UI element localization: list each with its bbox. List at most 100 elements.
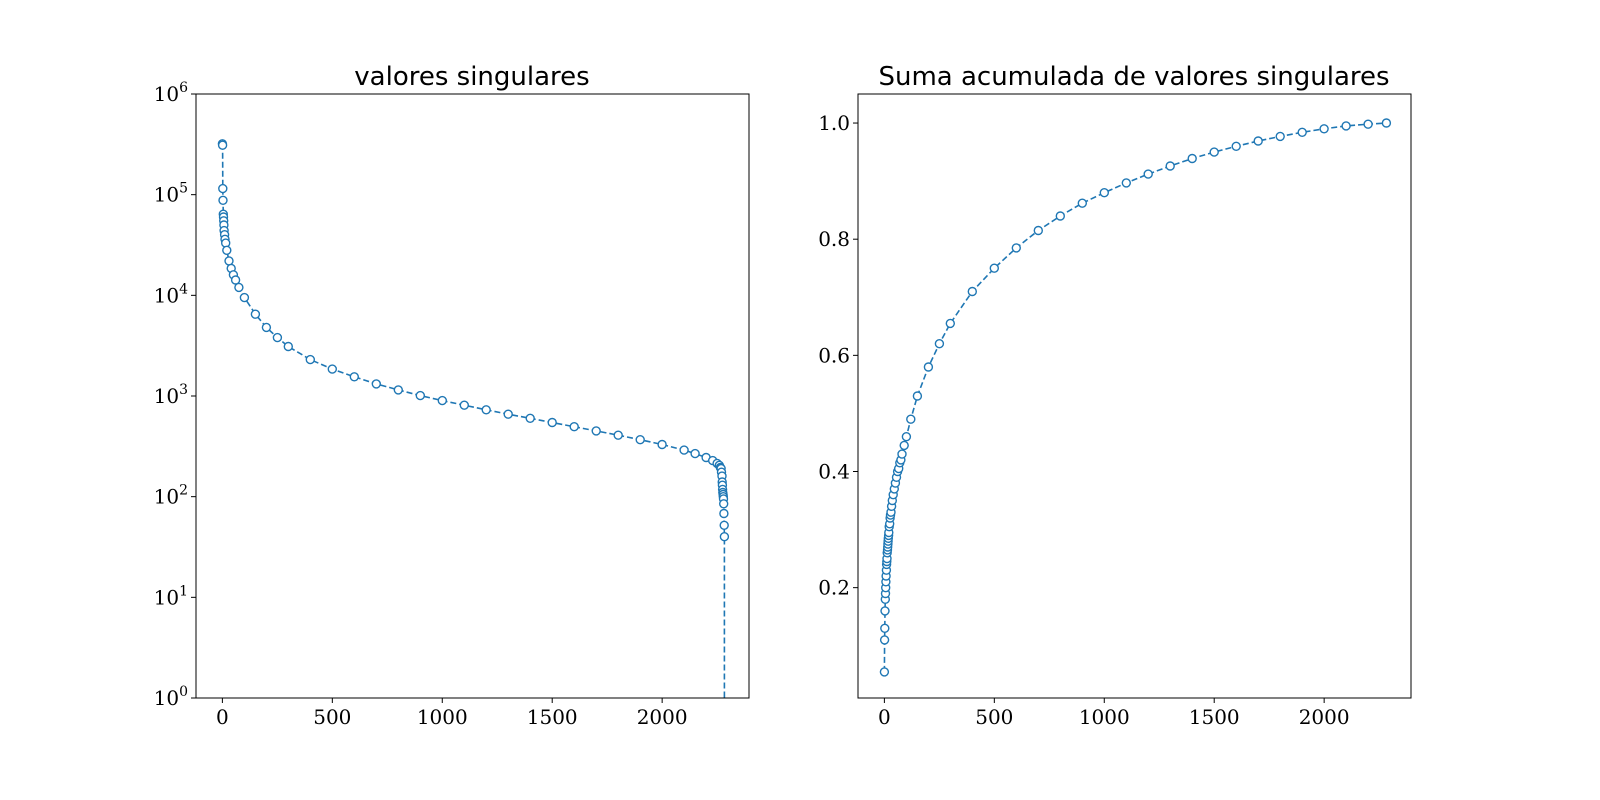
data-point (327, 364, 337, 374)
x-ticks: 0 500 1000 1500 2000 (216, 698, 688, 729)
y-ticks: 0.2 0.4 0.6 0.8 1.0 (818, 111, 858, 600)
data-point (1055, 211, 1066, 221)
data-point (690, 448, 700, 459)
data-point (679, 445, 689, 455)
x-tick-label: 500 (313, 705, 351, 729)
data-point (901, 432, 912, 442)
data-point (217, 140, 228, 150)
data-point (283, 341, 293, 352)
data-point (1121, 178, 1132, 188)
data-point (415, 390, 425, 401)
data-point (239, 292, 250, 303)
series-group (217, 139, 730, 700)
data-point (719, 520, 729, 530)
y-tick-label: 104 (154, 281, 188, 307)
y-tick-label: 101 (154, 583, 188, 609)
chart-title: valores singulares (354, 62, 589, 92)
data-point (569, 422, 579, 432)
x-tick-label: 1000 (1079, 705, 1130, 729)
data-point (371, 379, 381, 389)
data-point (989, 263, 999, 273)
data-point (635, 435, 645, 445)
x-tick-label: 0 (878, 705, 891, 729)
x-tick-label: 1500 (1189, 705, 1240, 729)
data-point (906, 414, 916, 424)
y-ticks: 100 101 102 103 104 105 106 (154, 80, 196, 710)
x-ticks: 0 500 1000 1500 2000 (878, 698, 1350, 729)
chart-title: Suma acumulada de valores singulares (878, 62, 1389, 92)
y-tick-label: 106 (154, 80, 188, 106)
data-point (1275, 131, 1285, 142)
data-point (719, 532, 730, 542)
data-point (1363, 119, 1373, 129)
y-tick-label: 0.6 (818, 343, 850, 367)
x-tick-label: 1000 (417, 705, 468, 729)
data-point (591, 426, 601, 436)
y-tick-label: 102 (154, 483, 188, 509)
data-point (305, 354, 315, 365)
data-point (1253, 136, 1263, 146)
data-point (934, 339, 945, 349)
data-point (481, 405, 491, 415)
data-point (879, 635, 890, 645)
data-point (967, 286, 977, 297)
data-point (503, 409, 513, 419)
data-point (1143, 169, 1153, 179)
data-point (1165, 161, 1175, 171)
x-tick-label: 2000 (1299, 705, 1350, 729)
cumulative-sum-chart: Suma acumulada de valores singulares 0 50… (818, 62, 1412, 729)
data-point (879, 667, 890, 677)
x-tick-label: 2000 (637, 705, 688, 729)
x-tick-label: 500 (975, 705, 1013, 729)
data-point (1099, 187, 1110, 198)
data-point (880, 623, 890, 633)
data-point (1231, 141, 1241, 152)
data-point (547, 417, 557, 428)
data-point (719, 508, 729, 519)
data-point (719, 499, 729, 509)
data-point (1033, 225, 1044, 236)
x-tick-label: 0 (216, 705, 229, 729)
data-point (1187, 153, 1197, 164)
data-point (1077, 198, 1088, 208)
data-point (222, 245, 232, 256)
data-point (945, 318, 955, 329)
y-tick-label: 0.8 (818, 227, 850, 251)
y-tick-label: 105 (154, 181, 188, 207)
data-point (899, 440, 909, 451)
data-point (912, 391, 923, 401)
data-point (459, 400, 469, 410)
data-point (234, 282, 244, 293)
axes-frame (857, 93, 1412, 699)
data-point (1381, 118, 1392, 128)
data-point (218, 195, 228, 206)
y-tick-label: 100 (154, 684, 188, 710)
singular-values-chart: valores singulares 0 500 1000 1500 2000 100 1… (154, 62, 750, 729)
data-point (393, 385, 403, 395)
data-point (1297, 127, 1307, 138)
data-point (349, 372, 359, 382)
y-tick-label: 1.0 (818, 111, 850, 135)
x-tick-label: 1500 (527, 705, 578, 729)
data-point (1319, 124, 1329, 134)
data-point (437, 395, 447, 406)
data-point (1011, 243, 1021, 253)
data-point (250, 309, 261, 319)
y-tick-label: 0.2 (818, 576, 850, 600)
data-point (525, 413, 535, 423)
data-point (613, 430, 623, 440)
data-point (261, 322, 272, 333)
data-point (897, 449, 907, 459)
data-point (218, 183, 228, 194)
data-point (230, 275, 241, 285)
data-point (657, 439, 667, 450)
y-tick-label: 0.4 (818, 460, 850, 484)
data-point (1209, 147, 1219, 157)
data-point (272, 332, 283, 343)
series-group (879, 118, 1392, 677)
data-point (880, 606, 890, 616)
data-point (923, 362, 934, 372)
data-point (224, 256, 234, 266)
